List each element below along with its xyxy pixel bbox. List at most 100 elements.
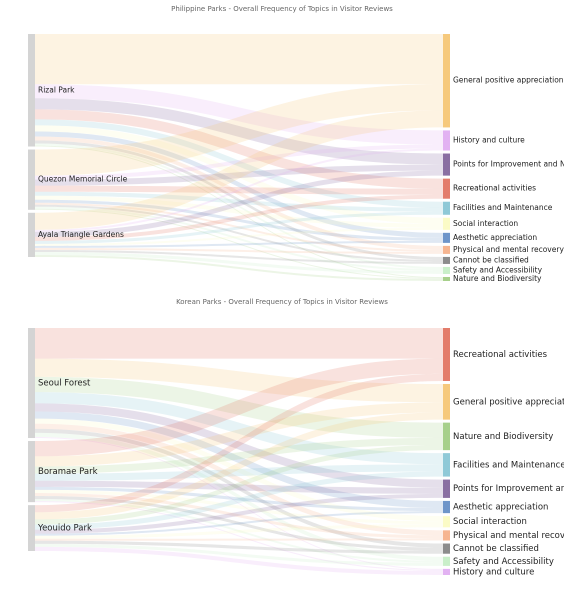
- link: [35, 211, 443, 244]
- link: [35, 493, 443, 534]
- target-label: Cannot be classified: [453, 544, 539, 554]
- link: [35, 524, 443, 539]
- link: [35, 191, 443, 212]
- links: [35, 328, 443, 575]
- link: [35, 131, 443, 238]
- target-node: [443, 500, 450, 514]
- link: [35, 437, 443, 474]
- link: [35, 480, 443, 494]
- target-label: Aesthetic appreciation: [453, 503, 548, 513]
- link: [35, 412, 443, 520]
- link: [35, 109, 443, 189]
- link: [35, 543, 443, 566]
- target-label: Physical and mental recovery: [453, 531, 564, 541]
- link: [35, 471, 443, 530]
- link: [35, 464, 443, 481]
- link: [35, 251, 443, 274]
- target-label: General positive appreciation: [453, 397, 564, 407]
- link: [35, 254, 443, 281]
- link: [35, 546, 443, 575]
- target-label: History and culture: [453, 567, 534, 577]
- target-node: [443, 130, 450, 151]
- link: [35, 392, 443, 465]
- target-node: [443, 453, 450, 477]
- link: [35, 445, 443, 525]
- link: [35, 432, 443, 561]
- target-node: [443, 543, 450, 554]
- link: [35, 358, 443, 457]
- source-label: Yeouido Park: [37, 524, 92, 534]
- target-label: Social interaction: [453, 517, 527, 527]
- source-node: [28, 505, 35, 551]
- link: [35, 489, 443, 525]
- target-label: Facilities and Maintenance: [453, 460, 564, 470]
- link: [35, 148, 443, 232]
- link: [35, 34, 443, 85]
- link: [35, 496, 443, 551]
- link: [35, 428, 443, 548]
- target-label: Nature and Biodiversity: [453, 432, 553, 442]
- link: [35, 140, 443, 260]
- link: [35, 240, 443, 248]
- target-node: [443, 34, 450, 128]
- link: [35, 499, 443, 563]
- target-node: [443, 328, 450, 381]
- link: [35, 195, 443, 228]
- source-node: [28, 34, 35, 147]
- link: [35, 119, 443, 208]
- link: [35, 418, 443, 522]
- target-node: [443, 232, 450, 243]
- target-node: [443, 556, 450, 566]
- link: [35, 164, 443, 186]
- link: [35, 403, 443, 488]
- link: [35, 185, 443, 195]
- link: [35, 540, 443, 554]
- target-node: [443, 422, 450, 451]
- link: [35, 98, 443, 165]
- target-node: [443, 153, 450, 176]
- target-label: Points for Improvement and Negative Feed…: [453, 484, 564, 494]
- link: [35, 402, 443, 467]
- target-node: [443, 256, 450, 264]
- link: [35, 125, 443, 224]
- source-label: Ayala Triangle Gardens: [38, 230, 124, 239]
- target-label: Recreational activities: [453, 184, 536, 193]
- target-label: Points for Improvement and Negative Feed…: [453, 160, 564, 169]
- link: [35, 376, 443, 438]
- source-node: [28, 441, 35, 503]
- target-node: [443, 217, 450, 230]
- target-label: Aesthetic appreciation: [453, 233, 537, 242]
- target-node: [443, 383, 450, 420]
- target-node: [443, 479, 450, 498]
- link: [35, 84, 443, 176]
- source-label: Seoul Forest: [38, 379, 91, 389]
- target-node: [443, 245, 450, 254]
- link: [35, 486, 443, 512]
- target-label: Recreational activities: [453, 350, 548, 360]
- link: [35, 437, 443, 570]
- link: [35, 249, 443, 264]
- link: [35, 143, 443, 269]
- target-label: Social interaction: [453, 219, 518, 228]
- target-node: [443, 530, 450, 541]
- link: [35, 110, 443, 230]
- target-node: [443, 568, 450, 575]
- link: [35, 136, 443, 250]
- target-label: Safety and Accessibility: [453, 265, 543, 274]
- source-node: [28, 328, 35, 439]
- link: [35, 423, 443, 536]
- links: [35, 34, 443, 281]
- link: [35, 199, 443, 241]
- source-label: Rizal Park: [38, 85, 75, 94]
- target-label: History and culture: [453, 135, 525, 144]
- link: [35, 208, 443, 279]
- link: [35, 328, 443, 359]
- target-label: Cannot be classified: [453, 255, 529, 264]
- chart-title: Korean Parks - Overall Frequency of Topi…: [176, 298, 388, 306]
- link: [35, 373, 443, 513]
- target-node: [443, 178, 450, 199]
- link: [35, 501, 443, 571]
- link: [35, 511, 443, 536]
- source-label: Quezon Memorial Circle: [38, 175, 128, 184]
